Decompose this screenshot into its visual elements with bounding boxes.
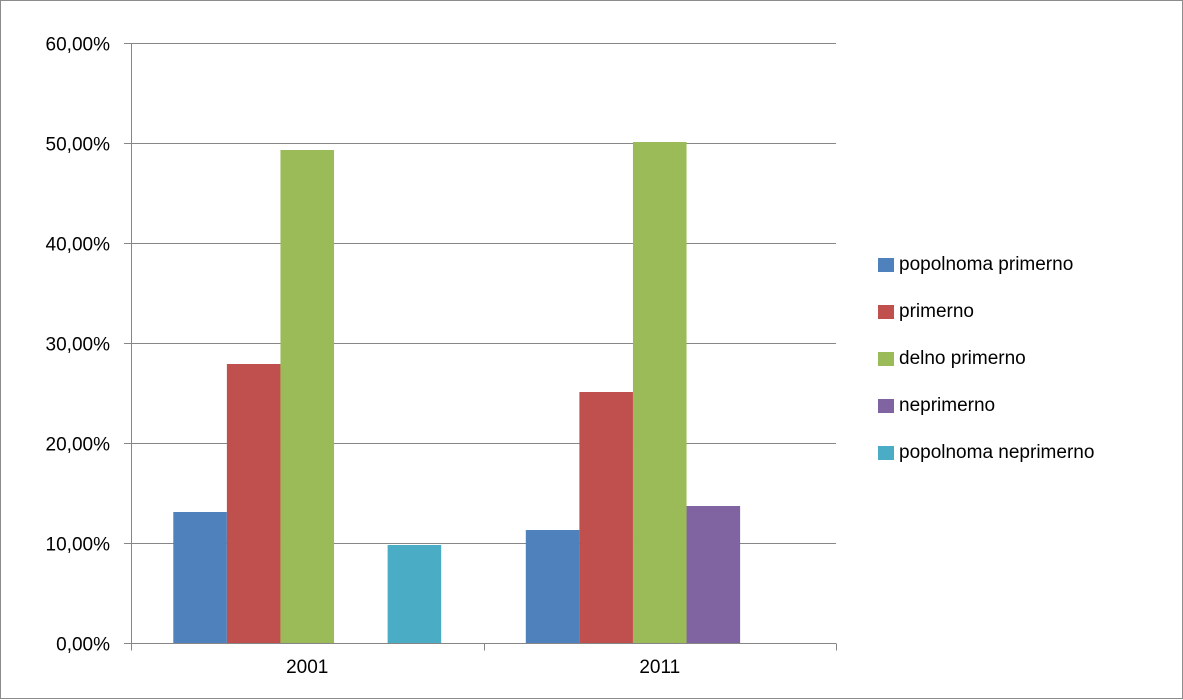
legend-item: primerno — [878, 300, 1094, 324]
legend-item: delno primerno — [878, 347, 1094, 371]
legend-label: primerno — [899, 301, 974, 322]
y-tick-label: 60,00% — [46, 35, 111, 56]
y-tick-label: 50,00% — [46, 135, 111, 156]
bar-primerno-2011 — [579, 392, 633, 643]
y-tick-label: 40,00% — [46, 235, 111, 256]
y-tick-label: 30,00% — [46, 335, 111, 356]
legend-item: neprimerno — [878, 394, 1094, 418]
legend: popolnoma primerno primerno delno primerno… — [878, 253, 1094, 488]
legend-item: popolnoma primerno — [878, 253, 1094, 277]
bars — [173, 142, 741, 643]
legend-label: popolnoma primerno — [899, 254, 1074, 275]
y-tick-label: 10,00% — [46, 535, 111, 556]
legend-item: popolnoma neprimerno — [878, 441, 1094, 465]
legend-swatch — [878, 399, 894, 413]
axes: 0,00% 10,00% 20,00% 30,00% 40,00% 50,00% 60,00… — [46, 35, 837, 678]
legend-label: delno primerno — [899, 348, 1026, 369]
legend-swatch — [878, 446, 894, 460]
bar-delno-primerno-2001 — [280, 150, 335, 643]
bar-primerno-2001 — [226, 364, 281, 643]
y-tick-label: 0,00% — [56, 635, 110, 656]
y-tick-label: 20,00% — [46, 435, 111, 456]
bar-popolnoma-neprimerno-2001 — [387, 545, 442, 643]
legend-swatch — [878, 258, 894, 272]
x-tick-label: 2011 — [639, 657, 680, 678]
x-tick-label: 2001 — [286, 657, 328, 678]
legend-swatch — [878, 352, 894, 366]
legend-label: neprimerno — [899, 395, 996, 416]
legend-swatch — [878, 305, 894, 319]
bar-delno-primerno-2011 — [632, 142, 687, 643]
bar-popolnoma-primerno-2011 — [525, 530, 580, 643]
bar-neprimerno-2011 — [686, 506, 741, 643]
bar-popolnoma-primerno-2001 — [173, 512, 227, 643]
legend-label: popolnoma neprimerno — [899, 442, 1095, 463]
